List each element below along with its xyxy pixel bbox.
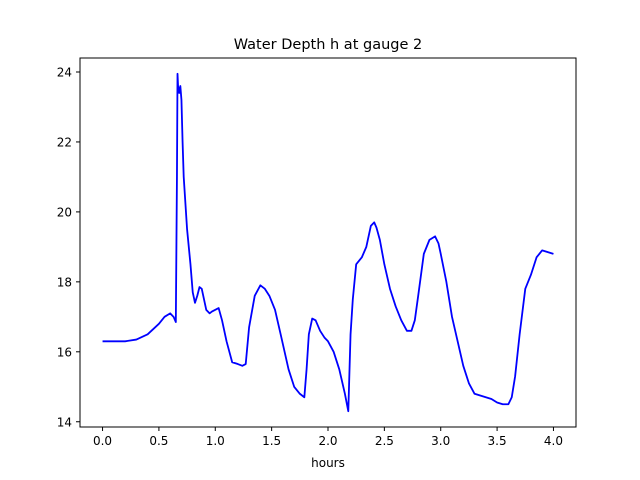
y-tick-label: 22 bbox=[57, 135, 72, 149]
y-tick-label: 24 bbox=[57, 65, 72, 79]
ticks-layer: 0.0 0.5 1.0 1.5 2.0 2.5 3.0 3.5 4.0 14 16 18 20 22 24 bbox=[57, 65, 563, 448]
x-tick-label: 2.5 bbox=[375, 434, 394, 448]
plot-area-frame bbox=[79, 57, 577, 428]
x-tick-label: 3.0 bbox=[431, 434, 450, 448]
y-tick-label: 18 bbox=[57, 275, 72, 289]
series-layer bbox=[102, 72, 554, 413]
x-tick-label: 0.0 bbox=[93, 434, 112, 448]
x-tick-label: 3.5 bbox=[488, 434, 507, 448]
y-tick-label: 14 bbox=[57, 415, 72, 429]
chart-title: Water Depth h at gauge 2 bbox=[234, 37, 422, 53]
x-tick-label: 4.0 bbox=[544, 434, 563, 448]
y-tick-label: 20 bbox=[57, 205, 72, 219]
series-line-0 bbox=[102, 72, 554, 413]
x-tick-label: 1.5 bbox=[262, 434, 281, 448]
y-tick-label: 16 bbox=[57, 345, 72, 359]
x-tick-label: 2.0 bbox=[318, 434, 337, 448]
x-tick-label: 0.5 bbox=[149, 434, 168, 448]
x-tick-label: 1.0 bbox=[206, 434, 225, 448]
x-axis-label: hours bbox=[311, 456, 345, 470]
